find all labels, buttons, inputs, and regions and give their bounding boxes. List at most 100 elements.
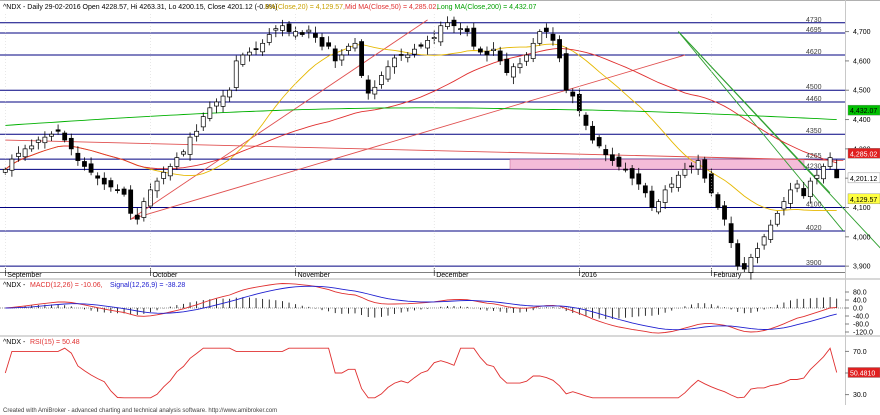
candle-body — [702, 159, 708, 179]
candle-body — [299, 32, 305, 35]
candle-body — [286, 23, 292, 32]
candle-body — [695, 160, 701, 170]
candle-body — [154, 180, 160, 192]
candle-body — [194, 130, 200, 137]
candle-body — [682, 169, 688, 176]
level-label: 4620 — [806, 49, 822, 56]
candle-body — [405, 54, 411, 59]
ma200-line — [5, 107, 837, 126]
level-label: 4230 — [806, 163, 822, 170]
candle-body — [392, 57, 398, 68]
candle-body — [537, 31, 543, 44]
level-label: 4265 — [806, 153, 822, 160]
rsi-badge-text: 50.4810 — [850, 370, 875, 377]
level-labels: 4730 4695 4620 4500 4460 4350 4265 4230 4100 4020… — [806, 17, 822, 267]
candlesticks — [2, 16, 840, 280]
candle-body — [827, 157, 833, 167]
macd-label: MACD(12,26) = -10.06, — [30, 282, 103, 289]
macd-line — [5, 283, 837, 334]
candle-body — [807, 180, 813, 198]
rsi-tick-label: 30.0 — [853, 392, 867, 399]
candle-body — [187, 136, 193, 155]
price-header-ma20: MA(Close,20) = 4,129.57, — [265, 4, 345, 11]
candle-body — [121, 188, 127, 195]
candle-body — [801, 188, 807, 197]
candle-body — [603, 149, 609, 156]
month-label: December — [436, 272, 469, 279]
ma50-line — [5, 47, 837, 170]
candle-body — [101, 177, 107, 185]
badge-close-box — [847, 172, 880, 184]
candle-body — [570, 91, 576, 97]
candle-body — [715, 194, 721, 208]
candle-body — [425, 40, 430, 49]
level-label: 4100 — [806, 202, 822, 209]
candle-body — [174, 157, 180, 167]
trend-line — [5, 139, 844, 162]
price-tick-label: 4,000 — [853, 234, 871, 241]
candle-body — [9, 158, 15, 171]
candle-body — [675, 174, 681, 188]
candle-body — [266, 34, 272, 43]
candle-body — [596, 137, 602, 147]
badge-ma200-text: 4,432.07 — [850, 108, 877, 115]
rsi-label-prefix: ^NDX - — [3, 339, 26, 346]
candle-body — [517, 63, 523, 69]
candle-body — [768, 224, 774, 240]
candle-body — [313, 33, 318, 38]
candle-body — [247, 51, 252, 56]
candle-body — [95, 175, 101, 179]
candle-body — [781, 201, 787, 210]
candle-body — [774, 213, 780, 225]
candle-body — [306, 29, 312, 33]
price-tick-label: 4,700 — [853, 29, 871, 36]
candle-body — [260, 42, 266, 53]
month-label: 2016 — [581, 272, 597, 279]
level-label: 4020 — [806, 225, 822, 232]
candle-body — [49, 133, 54, 137]
candle-body — [82, 161, 87, 167]
candle-body — [412, 48, 417, 55]
candle-body — [128, 189, 134, 214]
candle-body — [636, 173, 642, 185]
badge-close-text: 4,201.12 — [850, 176, 877, 183]
level-label: 3900 — [806, 260, 822, 267]
candle-body — [629, 168, 635, 179]
candle-body — [616, 156, 622, 167]
month-label: October — [152, 272, 178, 279]
trend-line — [678, 31, 831, 194]
macd-tick-label: -120.0 — [853, 330, 873, 337]
candle-body — [214, 101, 219, 107]
candle-body — [280, 25, 285, 31]
level-label: 4500 — [806, 84, 822, 91]
candle-body — [477, 48, 483, 53]
candle-body — [75, 152, 81, 161]
candle-body — [62, 132, 68, 141]
candle-body — [543, 27, 549, 32]
candle-body — [115, 189, 120, 191]
candle-body — [590, 125, 595, 141]
candle-body — [510, 66, 516, 78]
candle-body — [609, 154, 615, 161]
candle-body — [273, 28, 279, 31]
candle-body — [550, 33, 556, 41]
trend-line — [130, 54, 686, 220]
candle-body — [22, 148, 28, 158]
candle-body — [583, 114, 589, 126]
price-tick-label: 4,600 — [853, 58, 871, 65]
candle-body — [253, 48, 259, 50]
rsi-line — [4, 347, 838, 399]
candle-body — [748, 256, 754, 273]
candle-body — [735, 243, 741, 267]
candle-body — [656, 201, 661, 213]
rsi-badge-box — [847, 367, 880, 378]
price-tick-label: 4,100 — [853, 205, 871, 212]
candle-body — [649, 190, 655, 208]
candle-body — [167, 166, 173, 177]
month-label: September — [7, 272, 42, 279]
candle-body — [794, 183, 800, 189]
candle-body — [504, 58, 510, 73]
candle-body — [788, 189, 793, 204]
candle-body — [814, 174, 820, 179]
